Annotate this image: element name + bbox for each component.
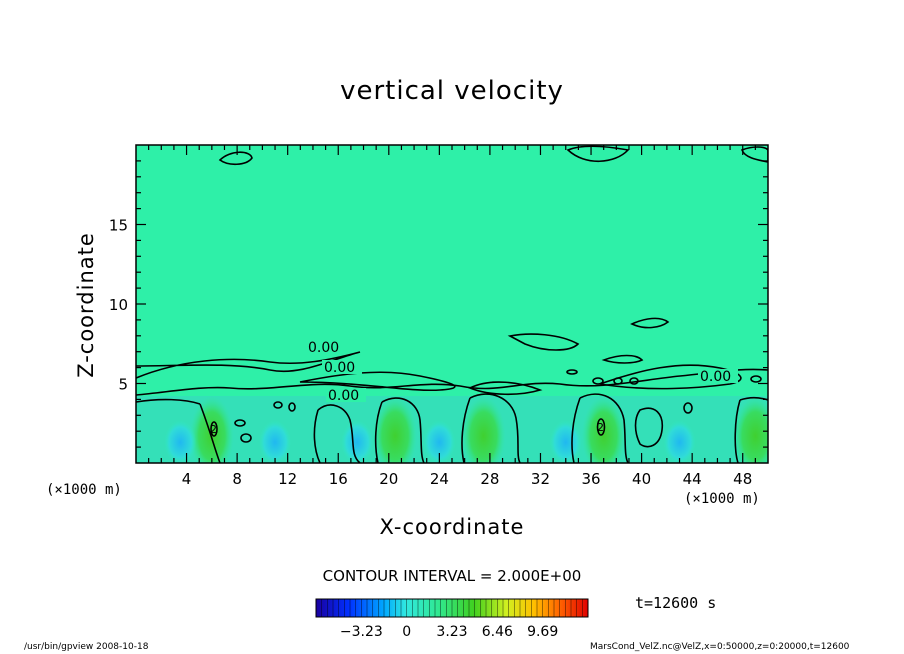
footer-right: MarsCond_VelZ.nc@VelZ,x=0:50000,z=0:2000… (590, 642, 850, 652)
x-tick-label: 12 (278, 470, 297, 488)
x-tick-label: 8 (232, 470, 242, 488)
x-ticks (148, 145, 756, 463)
chart-title: vertical velocity (340, 76, 564, 106)
downdraft-patch (164, 420, 197, 463)
contour-label: 0.00 (308, 340, 339, 356)
colorbar-tick-label: 3.23 (436, 624, 467, 640)
velocity-field (136, 145, 768, 463)
x-tick-label: 44 (683, 470, 702, 488)
time-label: t=12600 s (635, 594, 717, 612)
core-value-labels: 2 2 (210, 421, 604, 436)
colorbar-tick-label: −3.23 (340, 624, 383, 640)
updraft-core (373, 395, 418, 463)
y-ticks (136, 160, 768, 448)
contour-label: 0.00 (328, 388, 359, 404)
contour-interval: CONTOUR INTERVAL = 2.000E+00 (322, 567, 582, 585)
x-unit-left: (×1000 m) (46, 482, 122, 498)
x-axis-label: X-coordinate (379, 515, 525, 539)
updraft-core (189, 395, 234, 463)
y-tick-label: 15 (109, 217, 128, 235)
x-tick-label: 48 (733, 470, 752, 488)
x-tick-labels: 4 8 12 16 20 24 28 32 36 40 44 48 (182, 470, 752, 488)
contour-label: 0.00 (324, 360, 355, 376)
contour-labels: 0.00 0.00 0.00 0.00 (308, 340, 731, 404)
core-value-label: 2 (597, 421, 604, 434)
contour-lines (136, 145, 768, 463)
x-tick-label: 28 (480, 470, 499, 488)
colorbar-labels: −3.23 0 3.23 6.46 9.69 (340, 624, 558, 640)
y-tick-label: 10 (109, 296, 128, 314)
x-tick-label: 20 (379, 470, 398, 488)
contour-label: 0.00 (700, 369, 731, 385)
y-axis-label: Z-coordinate (74, 232, 98, 378)
downdraft-patch (423, 420, 456, 463)
y-tick-label: 5 (118, 376, 128, 394)
colorbar-divisions (321, 599, 583, 617)
updraft-core (733, 395, 768, 463)
x-tick-label: 24 (430, 470, 449, 488)
core-value-label: 2 (210, 423, 217, 436)
updraft-core (461, 395, 506, 463)
downdraft-patch (549, 420, 582, 463)
downdraft-patch (341, 420, 374, 463)
downdraft-patch (663, 420, 696, 463)
downdraft-patch (259, 420, 292, 463)
colorbar-tick-label: 0 (402, 624, 411, 640)
x-tick-label: 16 (329, 470, 348, 488)
x-tick-label: 32 (531, 470, 550, 488)
footer-left: /usr/bin/gpview 2008-10-18 (24, 642, 149, 652)
colorbar-tick-label: 6.46 (482, 624, 513, 640)
x-unit-right: (×1000 m) (684, 491, 760, 507)
y-tick-labels: 5 10 15 (109, 217, 128, 394)
x-tick-label: 4 (182, 470, 192, 488)
x-tick-label: 36 (581, 470, 600, 488)
colorbar-tick-label: 9.69 (527, 624, 558, 640)
x-tick-label: 40 (632, 470, 651, 488)
